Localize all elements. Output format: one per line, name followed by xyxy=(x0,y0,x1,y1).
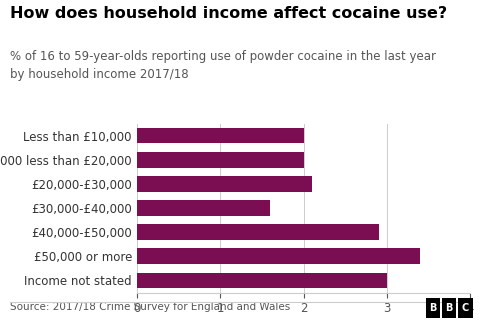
Text: % of 16 to 59-year-olds reporting use of powder cocaine in the last year
by hous: % of 16 to 59-year-olds reporting use of… xyxy=(10,50,436,81)
Bar xyxy=(137,273,387,288)
Text: How does household income affect cocaine use?: How does household income affect cocaine… xyxy=(10,6,447,21)
Text: C: C xyxy=(462,303,469,313)
Bar xyxy=(137,128,304,143)
Text: Source: 2017/18 Crime Survey for England and Wales: Source: 2017/18 Crime Survey for England… xyxy=(10,302,290,312)
Text: B: B xyxy=(429,303,437,313)
Bar xyxy=(137,224,379,240)
Text: B: B xyxy=(445,303,453,313)
Bar xyxy=(137,200,270,216)
Bar xyxy=(137,152,304,168)
Bar xyxy=(137,176,312,192)
Bar xyxy=(137,248,420,264)
